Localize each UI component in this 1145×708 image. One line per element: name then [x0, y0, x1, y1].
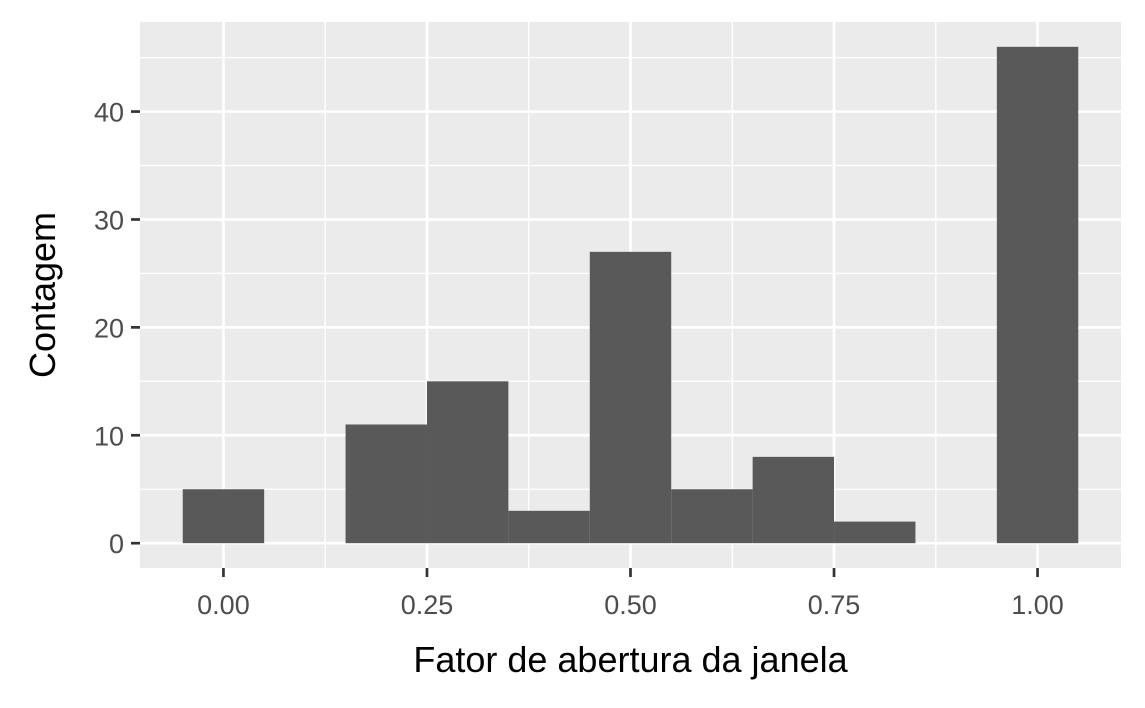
- y-tick-label: 30: [94, 205, 124, 235]
- y-axis-title: Contagem: [22, 212, 63, 378]
- x-axis-title: Fator de abertura da janela: [413, 639, 848, 680]
- y-tick-label: 10: [94, 421, 124, 451]
- histogram-bar: [182, 489, 265, 544]
- histogram-bar: [508, 510, 590, 544]
- y-tick-label: 0: [109, 529, 124, 559]
- histogram-bar: [752, 456, 835, 544]
- histogram-bar: [345, 424, 427, 544]
- y-tick-label: 40: [94, 98, 124, 128]
- x-tick-label: 0.00: [197, 590, 250, 620]
- histogram-bars: [182, 46, 1079, 544]
- y-tick-label: 20: [94, 313, 124, 343]
- x-tick-label: 0.25: [401, 590, 454, 620]
- histogram-bar: [589, 251, 672, 544]
- histogram-bar: [834, 521, 916, 544]
- y-axis: 0 10 20 30 40: [94, 98, 140, 559]
- x-tick-label: 0.75: [808, 590, 861, 620]
- histogram-bar: [426, 381, 509, 544]
- x-tick-label: 1.00: [1011, 590, 1064, 620]
- histogram-bar: [671, 489, 753, 544]
- x-tick-label: 0.50: [604, 590, 657, 620]
- histogram-bar: [996, 46, 1079, 544]
- x-axis: 0.00 0.25 0.50 0.75 1.00: [197, 568, 1064, 620]
